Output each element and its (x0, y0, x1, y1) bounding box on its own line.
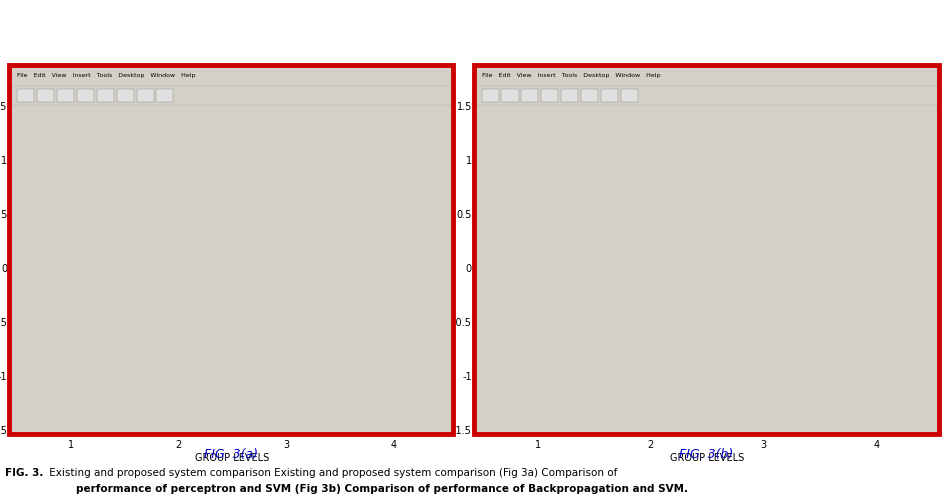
Legend: SVM, PERCEPTRON: SVM, PERCEPTRON (345, 111, 443, 144)
Bar (155, 150, 197, 268)
X-axis label: GROUP LEVELS: GROUP LEVELS (670, 453, 744, 463)
Bar (160, 268, 201, 338)
X-axis label: GROUP LEVELS: GROUP LEVELS (195, 453, 269, 463)
Title: PERFORMANCE OF PERCEPTRON AND SVM: PERFORMANCE OF PERCEPTRON AND SVM (136, 94, 329, 104)
Bar (631, 268, 674, 387)
Bar (375, 200, 416, 268)
Bar (52, 223, 94, 268)
Title: PERFORMANCE OF BACK PROPAGA LM. AND SVM: PERFORMANCE OF BACK PROPAGA LM. AND SVM (592, 94, 822, 104)
Bar (267, 268, 309, 309)
Bar (744, 268, 787, 333)
Bar (371, 268, 412, 376)
Bar (853, 268, 896, 376)
Text: FIG. 3(a): FIG. 3(a) (205, 448, 258, 461)
Y-axis label: RANGE OF FEATURES: RANGE OF FEATURES (440, 217, 450, 320)
Bar (740, 204, 783, 268)
Text: File   Edit   View   Insert   Tools   Desktop   Window   Help: File Edit View Insert Tools Desktop Wind… (17, 73, 195, 78)
Bar (515, 268, 557, 338)
Text: Existing and proposed system comparison Existing and proposed system comparison : Existing and proposed system comparison … (46, 468, 618, 478)
Text: FIG. 3.: FIG. 3. (5, 468, 43, 478)
Bar (264, 200, 304, 268)
Text: File   Edit   View   Insert   Tools   Desktop   Window   Help: File Edit View Insert Tools Desktop Wind… (482, 73, 660, 78)
Bar (628, 152, 670, 268)
Text: performance of perceptron and SVM (Fig 3b) Comparison of performance of Backprop: performance of perceptron and SVM (Fig 3… (76, 484, 688, 494)
Bar (519, 190, 561, 268)
Text: FIG. 3(b): FIG. 3(b) (679, 448, 734, 461)
Bar (857, 155, 900, 268)
Bar (48, 268, 89, 338)
Legend: SVM, BPLM: SVM, BPLM (869, 111, 928, 144)
